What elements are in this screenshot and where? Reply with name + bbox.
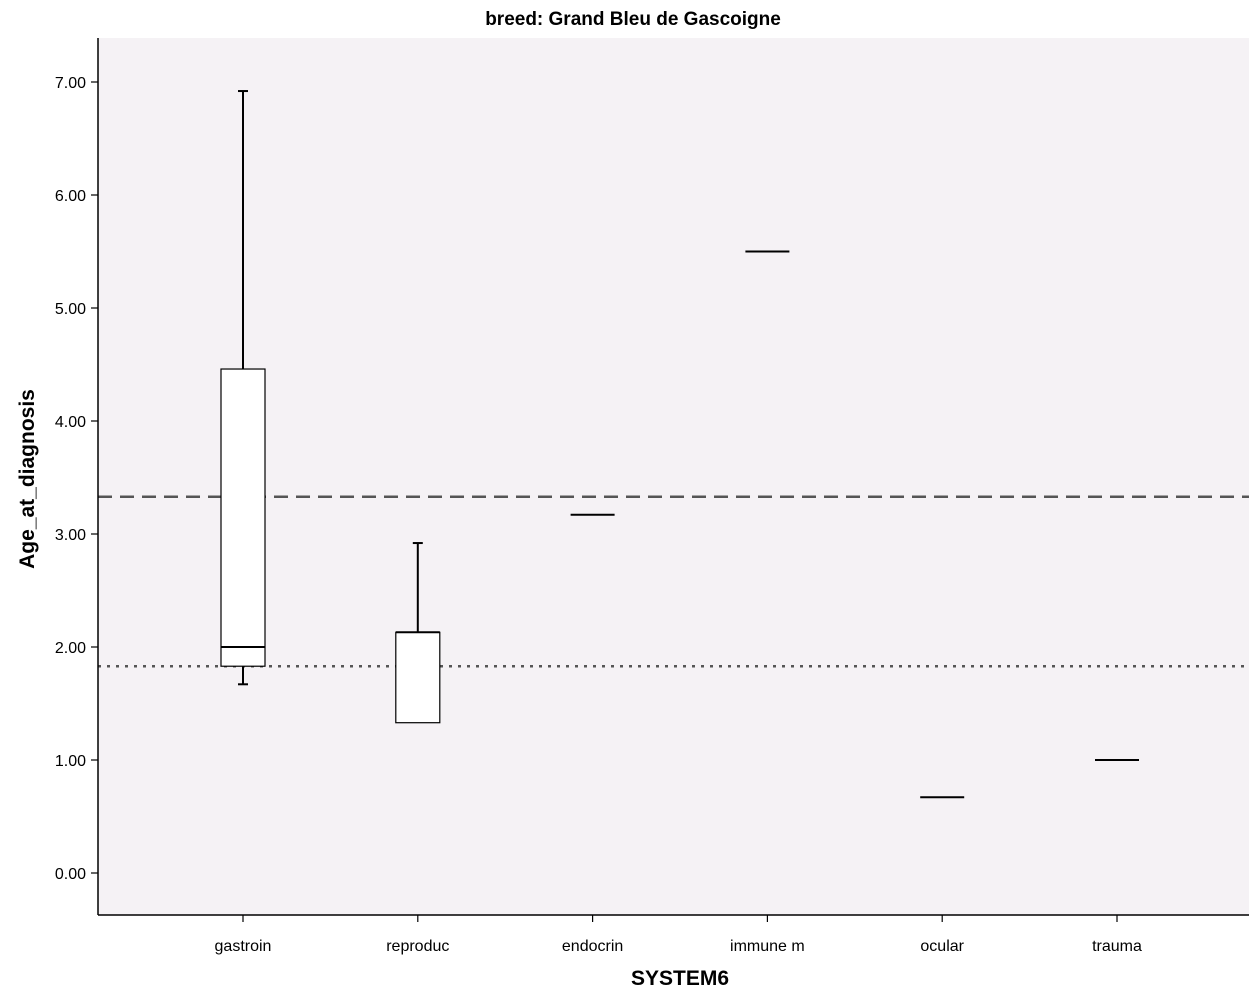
- x-tick-label: trauma: [1092, 938, 1142, 955]
- y-tick-label: 4.00: [55, 414, 86, 431]
- y-tick-label: 6.00: [55, 188, 86, 205]
- box-reproduc: [395, 542, 441, 724]
- x-tick-label: reproduc: [386, 938, 449, 955]
- box-body: [220, 368, 266, 667]
- y-tick-label: 3.00: [55, 527, 86, 544]
- reference-lines: [98, 495, 1249, 668]
- plot-area: [98, 38, 1249, 915]
- y-axis-title: Age_at_diagnosis: [16, 389, 39, 569]
- x-tick-label: immune m: [730, 938, 805, 955]
- y-tick-label: 7.00: [55, 75, 86, 92]
- chart-title: breed: Grand Bleu de Gascoigne: [485, 9, 781, 30]
- box-body: [395, 631, 441, 724]
- x-tick-label: gastroin: [215, 938, 272, 955]
- y-tick-label: 2.00: [55, 640, 86, 657]
- x-tick-label: ocular: [920, 938, 964, 955]
- box-series: [220, 90, 1139, 799]
- x-tick-label: endocrin: [562, 938, 623, 955]
- x-axis-title: SYSTEM6: [631, 967, 729, 990]
- y-tick-label: 5.00: [55, 301, 86, 318]
- y-tick-label: 1.00: [55, 753, 86, 770]
- box-gastroin: [220, 90, 266, 686]
- y-tick-label: 0.00: [55, 866, 86, 883]
- axes: 0.00 1.00 2.00 3.00 4.00 5.00 6.00 7.00 gastroin…: [55, 38, 1249, 955]
